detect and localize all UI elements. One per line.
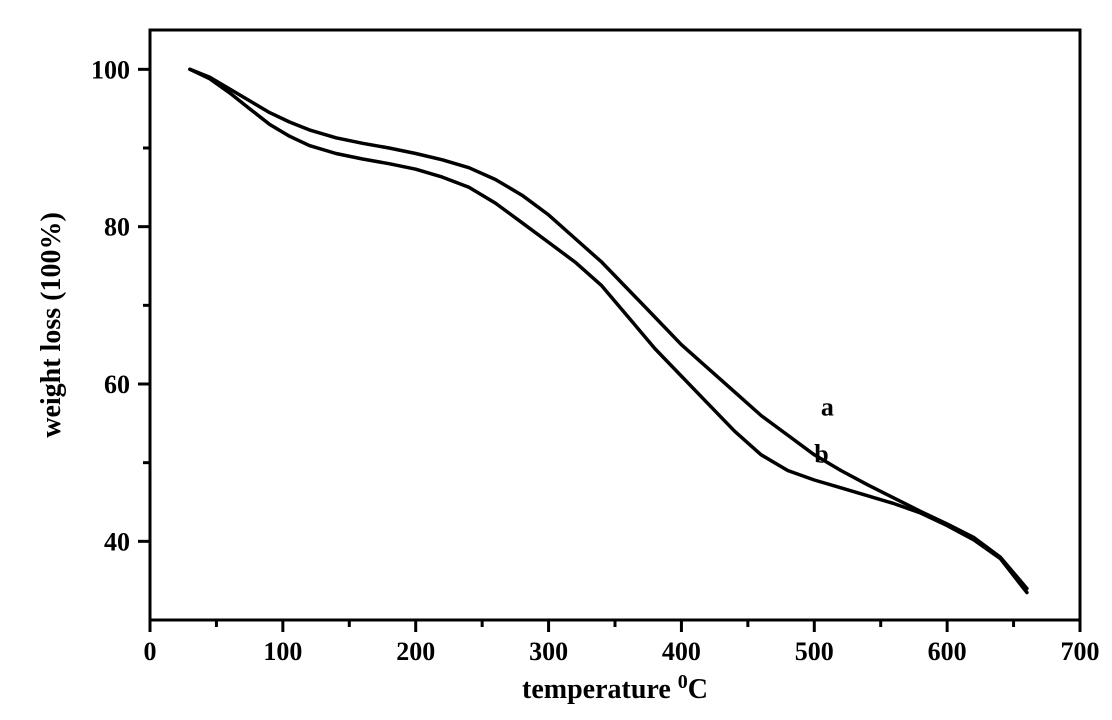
y-tick-label: 40: [104, 527, 130, 556]
x-tick-label: 600: [928, 637, 967, 666]
x-tick-label: 100: [263, 637, 302, 666]
x-tick-label: 200: [396, 637, 435, 666]
y-axis-label: weight loss (100%): [36, 212, 67, 438]
tga-chart: 0 100 200 300 400 500 600 700 40 60 80 100 ab tempera…: [0, 0, 1112, 720]
y-tick-label: 60: [104, 370, 130, 399]
x-tick-label: 700: [1061, 637, 1100, 666]
x-axis-label: temperature 0C: [522, 671, 708, 705]
series-b: [190, 69, 1027, 592]
y-tick-label: 80: [104, 213, 130, 242]
series-label-a: a: [821, 392, 834, 421]
series-label-b: b: [814, 440, 828, 469]
x-tick-label: 300: [529, 637, 568, 666]
x-tick-label: 0: [144, 637, 157, 666]
y-tick-label: 100: [91, 55, 130, 84]
x-tick-label: 500: [795, 637, 834, 666]
x-tick-label: 400: [662, 637, 701, 666]
plot-frame: [150, 30, 1080, 620]
